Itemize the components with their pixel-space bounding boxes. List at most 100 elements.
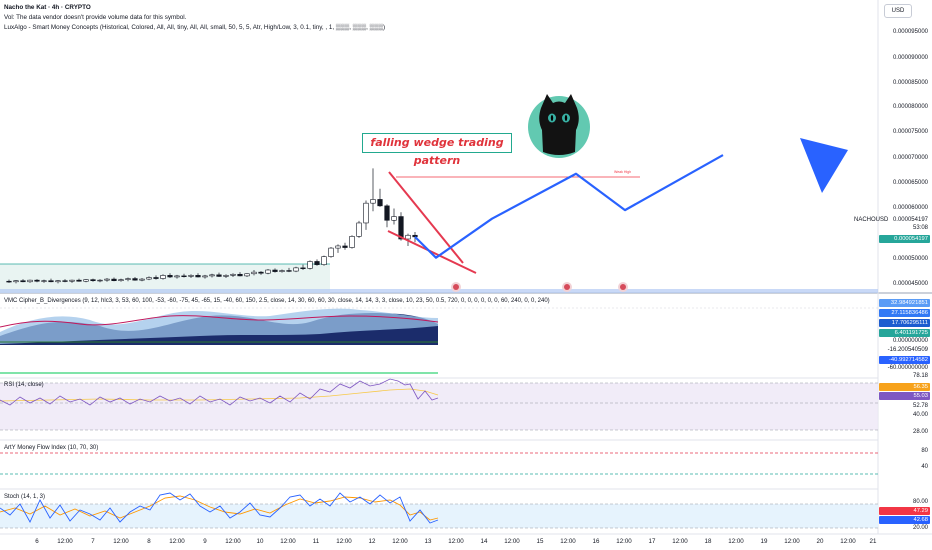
candle-body (90, 279, 96, 282)
candle-body (279, 270, 285, 272)
candle-body (356, 222, 362, 237)
candle-body (307, 261, 313, 269)
candle-body (111, 278, 117, 282)
candle-body (181, 275, 187, 277)
time-tick: 19 (760, 538, 768, 545)
stoch-value-badge: 42.68 (879, 516, 930, 524)
stoch-k-line (0, 492, 439, 524)
candle-body (370, 199, 376, 204)
time-tick: 12:00 (840, 538, 856, 545)
candle-body (55, 280, 61, 283)
candle-body (405, 234, 411, 240)
rsi-ma-line (0, 388, 439, 402)
stoch-legend[interactable]: Stoch (14, 1, 3) (4, 494, 46, 500)
candle-body (377, 199, 383, 207)
rsi-value-badge: 55.03 (879, 392, 930, 400)
mfi-tick: 80 (921, 448, 928, 454)
candle-body (321, 256, 327, 265)
rsi-legend[interactable]: RSI (14, close) (4, 382, 44, 388)
stoch-tick: 20.00 (912, 525, 928, 531)
candle-body (160, 275, 166, 279)
candle-body (48, 280, 54, 283)
candle-body (251, 271, 257, 275)
price-tick: 0.000060000 (892, 205, 928, 211)
event-marker-icon[interactable] (618, 282, 628, 292)
candle-body (13, 280, 19, 283)
stoch-tick: 80.00 (912, 499, 928, 505)
projection-group (414, 154, 724, 259)
time-tick: 12:00 (560, 538, 576, 545)
time-tick: 10 (256, 538, 264, 545)
candle-body (293, 267, 299, 272)
price-tick: 0.000095000 (892, 29, 928, 35)
price-tick: 0.000045000 (892, 281, 928, 287)
indicator-legend[interactable]: LuxAlgo - Smart Money Concepts (Historic… (4, 24, 386, 31)
candle-body (342, 245, 348, 248)
rsi-tick: 28.00 (912, 429, 928, 435)
candle-body (391, 216, 397, 221)
time-tick: 11 (312, 538, 320, 545)
time-tick: 12:00 (113, 538, 129, 545)
stoch-d-line (0, 495, 439, 521)
candle-body (216, 274, 222, 277)
candle-body (384, 205, 390, 221)
event-marker-icon[interactable] (562, 282, 572, 292)
candle-body (83, 279, 89, 282)
time-tick: 12:00 (169, 538, 185, 545)
time-tick: 12:00 (280, 538, 296, 545)
rsi-tick: 52.78 (912, 403, 928, 409)
vmc-line-red (0, 315, 439, 328)
candle-body (118, 279, 124, 282)
candle-body (6, 280, 12, 283)
time-tick: 13 (424, 538, 432, 545)
candle-body (104, 278, 110, 281)
stoch-value-badge: 47.29 (879, 507, 930, 515)
volume-note: Vol: The data vendor doesn't provide vol… (4, 14, 187, 21)
candle-body (97, 279, 103, 282)
time-tick: 12:00 (784, 538, 800, 545)
rsi-value-badge: 56.35 (879, 383, 930, 391)
time-tick: 18 (704, 538, 712, 545)
candle-body (153, 277, 159, 279)
time-tick: 12:00 (57, 538, 73, 545)
mfi-legend[interactable]: ArtY Money Flow Index (10, 70, 30) (4, 445, 99, 451)
symbol-axis-label: NACHOUSD (854, 217, 889, 223)
candle-body (146, 277, 152, 280)
time-tick: 21 (869, 538, 877, 545)
time-tick: 12 (368, 538, 376, 545)
time-tick: 15 (536, 538, 544, 545)
rsi-band (0, 383, 878, 430)
currency-button[interactable]: USD (884, 4, 912, 18)
candle-body (195, 275, 201, 278)
candle-body (174, 275, 180, 278)
price-tick: 0.000085000 (892, 80, 928, 86)
candle-body (286, 270, 292, 272)
price-tick: 0.000070000 (892, 155, 928, 161)
rsi-line (0, 378, 439, 406)
candle-body (69, 279, 75, 282)
vmc-pane (0, 307, 878, 374)
event-marker-icon[interactable] (451, 282, 461, 292)
candle-body (244, 273, 250, 277)
countdown-text: 53:08 (912, 225, 928, 231)
stoch-band (0, 504, 878, 528)
stoch-pane (0, 492, 878, 529)
price-tick: 0.000050000 (892, 256, 928, 262)
candle-body (237, 273, 243, 277)
vmc-legend[interactable]: VMC Cipher_B_Divergences (9, 12, hlc3, 3… (4, 298, 550, 304)
time-tick: 12:00 (672, 538, 688, 545)
candles-group (6, 168, 418, 284)
cat-avatar (528, 94, 590, 158)
time-tick: 12:00 (504, 538, 520, 545)
vmc-tick: 0.000000000 (892, 338, 928, 344)
vmc-value-badge: 27.115836486 (879, 309, 930, 317)
time-tick: 17 (648, 538, 656, 545)
vmc-tick: -60.000000000 (887, 365, 928, 371)
candle-body (209, 274, 215, 277)
vmc-value-badge: -40.992714582 (879, 356, 930, 364)
candle-body (139, 278, 145, 281)
candle-body (272, 269, 278, 272)
time-tick: 20 (816, 538, 824, 545)
candle-body (188, 275, 194, 277)
